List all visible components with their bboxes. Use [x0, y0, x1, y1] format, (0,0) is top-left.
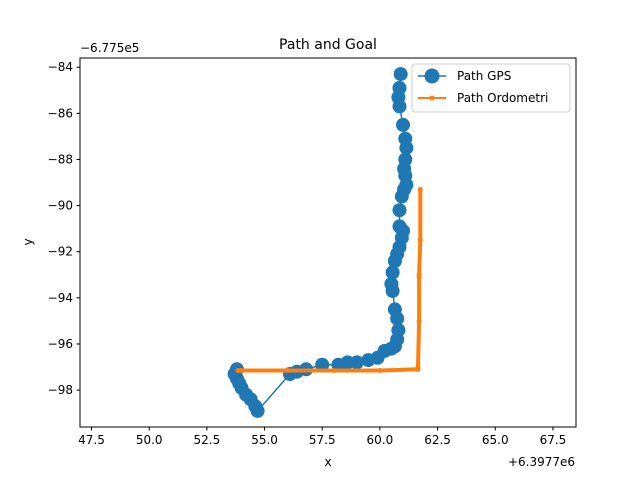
y-tick-label: −84 [48, 60, 73, 74]
path-gps-point [392, 99, 407, 114]
path-gps-point [393, 67, 408, 82]
path-ordometri-point [417, 187, 423, 192]
path-gps-point [331, 357, 346, 372]
path-gps-point [385, 283, 400, 298]
path-ordometri-point [415, 366, 421, 372]
y-tick-label: −92 [48, 245, 73, 259]
series-path-ordometri [235, 187, 423, 373]
x-axis-ticks: 47.5 50.0 52.5 55.0 57.5 60.0 62.5 65.0 67.5 [78, 427, 566, 447]
legend: Path GPS Path Ordometri [411, 63, 571, 113]
y-tick-label: −98 [48, 383, 73, 397]
x-tick-label: 62.5 [424, 433, 451, 447]
path-gps-point [394, 189, 409, 204]
y-axis-ticks: −98 −96 −94 −92 −90 −88 −86 −84 [48, 60, 80, 397]
x-axis-label: x [324, 455, 331, 469]
series-layer [227, 67, 423, 418]
x-tick-label: 65.0 [482, 433, 509, 447]
path-ordometri-point [377, 368, 383, 373]
path-gps-point [396, 117, 410, 132]
x-tick-label: 60.0 [367, 433, 394, 447]
x-tick-label: 55.0 [251, 433, 278, 447]
x-tick-label: 67.5 [540, 433, 567, 447]
path-gps-point [387, 254, 402, 268]
series-path-gps [227, 67, 414, 418]
chart-title: Path and Goal [279, 37, 377, 53]
path-ordometri-point [285, 368, 291, 373]
legend-label-path-gps: Path GPS [457, 69, 511, 83]
axes-frame [79, 57, 577, 428]
y-tick-label: −86 [48, 106, 73, 120]
y-tick-label: −88 [48, 152, 73, 166]
path-ordometri-point [239, 368, 244, 373]
path-gps-point [399, 140, 414, 155]
legend-ordometri-marker [429, 95, 435, 101]
path-gps-point [390, 311, 405, 326]
path-ordometri-point [235, 368, 241, 373]
legend-box [411, 63, 571, 113]
x-tick-label: 57.5 [309, 433, 336, 447]
x-tick-label: 47.5 [78, 433, 105, 447]
y-axis-label: y [21, 238, 35, 245]
plot-area [79, 57, 577, 428]
legend-gps-marker [424, 68, 440, 84]
x-tick-label: 52.5 [194, 433, 221, 447]
legend-label-path-ordometri: Path Ordometri [457, 91, 548, 105]
y-tick-label: −96 [48, 337, 73, 351]
path-gps-point [361, 353, 376, 368]
path-ordometri-point [417, 237, 423, 243]
path-gps-point [385, 265, 400, 280]
y-tick-label: −90 [48, 199, 73, 213]
path-ordometri-point [331, 368, 337, 373]
path-ordometri-point [416, 318, 422, 324]
y-tick-label: −94 [48, 291, 73, 305]
path-gps-point [392, 203, 407, 218]
path-ordometri-point [416, 274, 422, 280]
x-offset-label: +6.3977e6 [508, 455, 575, 469]
y-offset-label: −6.775e5 [80, 41, 139, 55]
path-gps-point [315, 357, 330, 372]
x-tick-label: 50.0 [136, 433, 163, 447]
